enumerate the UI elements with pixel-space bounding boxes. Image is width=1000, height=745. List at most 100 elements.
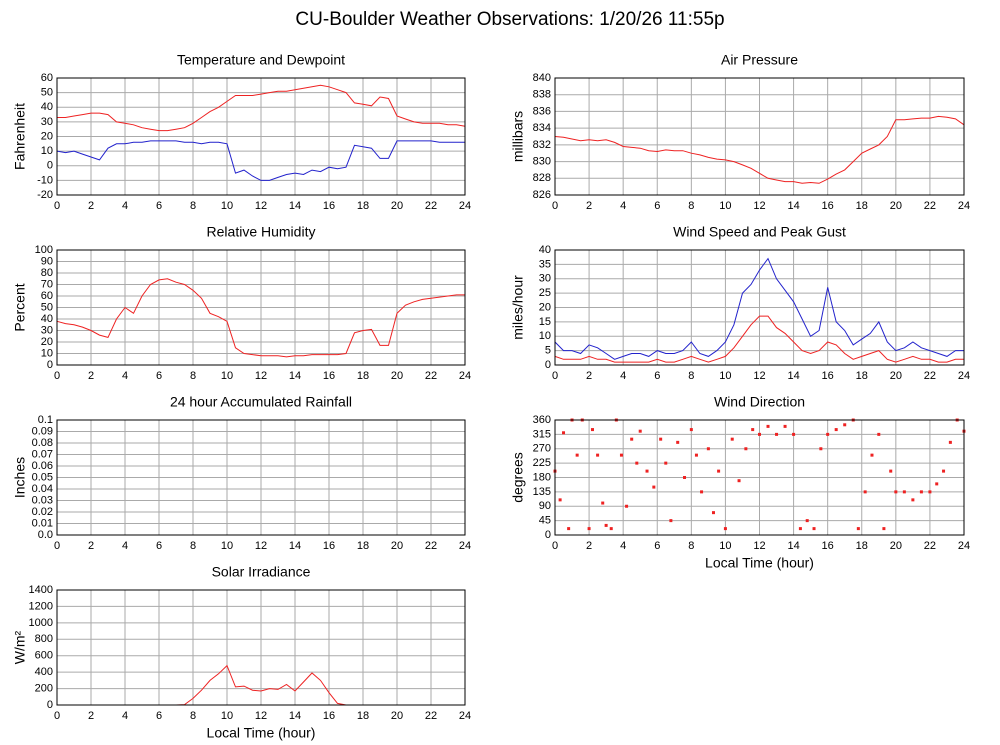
data-line <box>56 140 465 181</box>
y-tick-label: 0.02 <box>32 506 53 518</box>
y-tick-label: -10 <box>37 174 53 186</box>
data-point <box>669 519 673 523</box>
y-tick-label: 270 <box>533 443 551 455</box>
data-point <box>652 485 656 489</box>
y-tick-label: 10 <box>539 330 551 342</box>
x-tick-label: 12 <box>255 710 267 722</box>
x-axis-label: Local Time (hour) <box>705 555 814 571</box>
data-line <box>56 278 465 358</box>
chart-title: 24 hour Accumulated Rainfall <box>170 394 352 410</box>
data-point <box>638 429 642 433</box>
y-axis-label: W/m² <box>12 630 28 664</box>
x-tick-label: 20 <box>391 540 403 552</box>
y-tick-label: 30 <box>41 116 53 128</box>
y-tick-label: 0.01 <box>32 517 53 529</box>
data-point <box>856 527 860 531</box>
data-point <box>700 490 704 494</box>
chart-title: Wind Direction <box>714 394 805 410</box>
data-point <box>737 479 741 483</box>
y-tick-label: 834 <box>533 122 551 134</box>
y-tick-label: 836 <box>533 105 551 117</box>
data-point <box>942 469 946 473</box>
x-tick-label: 24 <box>459 710 471 722</box>
data-point <box>683 476 687 479</box>
y-tick-label: 45 <box>539 515 551 527</box>
data-point <box>911 498 915 502</box>
plot-frame <box>56 419 466 536</box>
y-tick-label: 0 <box>545 529 551 541</box>
x-tick-label: 4 <box>122 200 128 212</box>
data-point <box>711 511 715 515</box>
x-tick-label: 2 <box>586 200 592 212</box>
x-tick-label: 2 <box>88 540 94 552</box>
y-tick-label: 30 <box>539 273 551 285</box>
data-line <box>554 115 965 184</box>
y-tick-label: 20 <box>539 301 551 313</box>
data-point <box>645 469 649 473</box>
y-tick-label: 15 <box>539 316 551 328</box>
x-tick-label: 8 <box>688 370 694 382</box>
x-tick-label: 14 <box>289 370 301 382</box>
y-tick-label: 60 <box>41 290 53 302</box>
x-tick-label: 16 <box>323 540 335 552</box>
data-point <box>604 523 608 527</box>
x-tick-label: 18 <box>357 540 369 552</box>
chart-title: Temperature and Dewpoint <box>177 52 345 68</box>
y-tick-label: 360 <box>533 414 551 426</box>
y-axis-label: degrees <box>510 452 526 503</box>
x-tick-label: 20 <box>890 370 902 382</box>
data-point <box>676 440 680 444</box>
x-tick-label: 6 <box>156 710 162 722</box>
y-tick-label: -20 <box>37 189 53 201</box>
x-tick-label: 22 <box>924 200 936 212</box>
y-tick-label: 30 <box>41 324 53 336</box>
data-point <box>590 428 594 432</box>
x-tick-label: 0 <box>552 370 558 382</box>
x-tick-label: 4 <box>122 540 128 552</box>
data-point <box>664 461 668 465</box>
y-tick-label: 838 <box>533 89 551 101</box>
x-tick-label: 6 <box>156 370 162 382</box>
x-tick-label: 2 <box>88 200 94 212</box>
x-tick-label: 6 <box>156 540 162 552</box>
data-point <box>928 490 932 494</box>
y-tick-label: 1200 <box>29 600 53 612</box>
x-tick-label: 24 <box>958 540 970 552</box>
x-tick-label: 8 <box>190 710 196 722</box>
y-tick-label: 0 <box>47 160 53 172</box>
x-tick-label: 10 <box>719 370 731 382</box>
data-point <box>935 482 939 486</box>
plot-frame <box>554 249 965 366</box>
data-point <box>919 490 923 494</box>
y-axis-label: miles/hour <box>510 275 526 340</box>
x-tick-label: 12 <box>255 370 267 382</box>
data-line <box>554 257 964 360</box>
y-axis-label: millibars <box>510 111 526 162</box>
data-point <box>863 490 867 494</box>
y-tick-label: 0.07 <box>32 448 53 460</box>
y-tick-label: 1400 <box>29 584 53 596</box>
y-tick-label: 25 <box>539 287 551 299</box>
y-tick-label: 830 <box>533 155 551 167</box>
x-tick-label: 4 <box>122 710 128 722</box>
x-tick-label: 18 <box>856 200 868 212</box>
y-tick-label: 0 <box>545 359 551 371</box>
data-point <box>826 432 830 436</box>
y-tick-label: 0 <box>47 699 53 711</box>
data-point <box>567 527 571 531</box>
y-tick-label: 832 <box>533 139 551 151</box>
x-tick-label: 8 <box>190 200 196 212</box>
y-tick-label: 80 <box>41 267 53 279</box>
y-tick-label: 315 <box>533 428 551 440</box>
data-point <box>819 447 823 451</box>
x-tick-label: 24 <box>958 370 970 382</box>
y-tick-label: 800 <box>35 633 53 645</box>
y-tick-label: 0.04 <box>32 483 53 495</box>
data-point <box>601 501 605 505</box>
y-tick-label: 0.08 <box>32 437 53 449</box>
data-point <box>694 453 698 457</box>
y-tick-label: 5 <box>545 345 551 357</box>
data-point <box>792 432 796 436</box>
y-tick-label: 135 <box>533 486 551 498</box>
x-tick-label: 8 <box>190 540 196 552</box>
